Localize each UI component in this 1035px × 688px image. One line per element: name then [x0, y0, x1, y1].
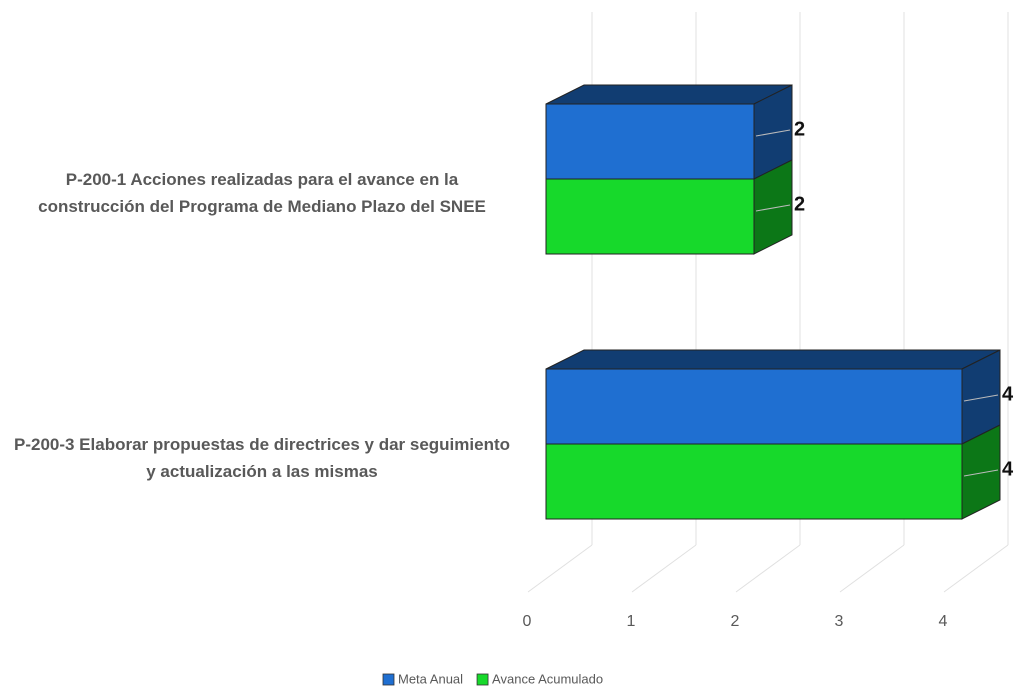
category-label: P-200-1 Acciones realizadas para el avan…	[38, 170, 486, 216]
floor-line	[735, 544, 801, 593]
x-tick-label: 3	[835, 613, 844, 630]
bar-top	[545, 349, 1001, 370]
data-label: 4	[1002, 383, 1014, 405]
data-label: 2	[794, 118, 805, 140]
bar-side	[961, 424, 1001, 520]
x-tick-label: 1	[627, 613, 636, 630]
x-tick-label: 4	[939, 613, 948, 630]
bar-side	[753, 159, 793, 255]
legend-swatch	[476, 673, 489, 686]
data-label: 4	[1002, 458, 1014, 480]
legend-label: Avance Acumulado	[492, 671, 603, 686]
x-tick-label: 0	[523, 613, 532, 630]
legend-swatch	[382, 673, 395, 686]
leader-line	[963, 469, 999, 477]
floor-line	[527, 544, 593, 593]
bar-top	[545, 84, 793, 105]
floor-line	[631, 544, 697, 593]
bar	[545, 443, 963, 520]
legend-label: Meta Anual	[398, 671, 463, 686]
bar	[545, 103, 755, 180]
leader-line	[755, 204, 791, 212]
floor-line	[839, 544, 905, 593]
x-tick-label: 2	[731, 613, 740, 630]
leader-line	[963, 394, 999, 402]
floor-line	[943, 544, 1009, 593]
bar	[545, 178, 755, 255]
category-label: P-200-3 Elaborar propuestas de directric…	[13, 435, 510, 481]
data-label: 2	[794, 193, 805, 215]
bar	[545, 368, 963, 445]
leader-line	[755, 129, 791, 137]
